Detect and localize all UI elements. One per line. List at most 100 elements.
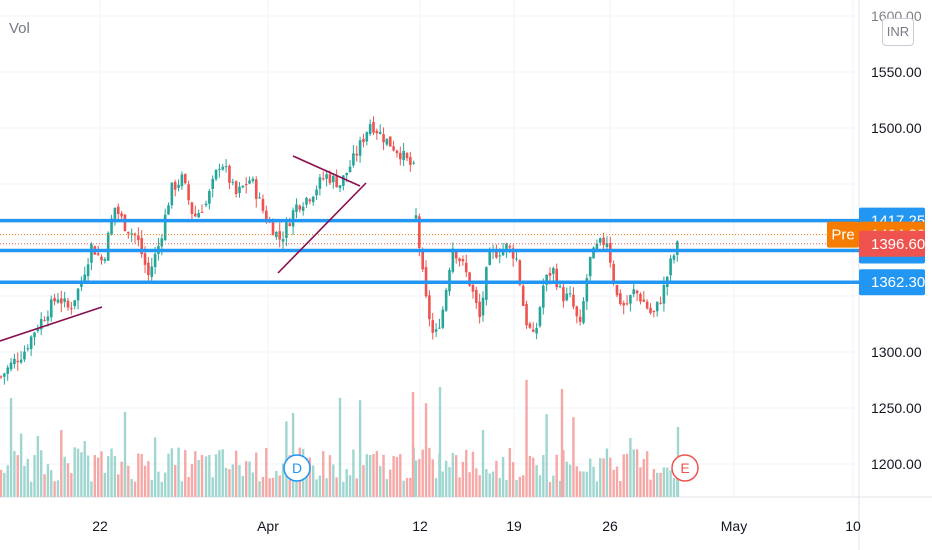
volume-bar (16, 455, 19, 497)
volume-bar (120, 461, 123, 497)
candle (562, 287, 565, 302)
volume-bar (595, 481, 599, 497)
candle (56, 299, 60, 303)
volume-bar (26, 458, 29, 497)
candle (315, 189, 318, 196)
candle (382, 134, 385, 143)
volume-bar (568, 464, 572, 497)
candle (83, 274, 87, 281)
candle (332, 176, 335, 183)
volume-bar (150, 479, 153, 497)
candle (498, 255, 502, 257)
trend-line (277, 182, 367, 274)
candle (16, 360, 20, 363)
candle (167, 205, 170, 215)
volume-bar (505, 479, 508, 497)
candle (352, 153, 355, 166)
volume-bar (245, 461, 248, 497)
candle (642, 299, 646, 302)
candle (578, 316, 582, 322)
volume-bar (666, 467, 669, 497)
candle (595, 243, 599, 250)
candle (39, 319, 43, 330)
volume-bar (478, 475, 481, 497)
candle (412, 162, 415, 164)
candle (3, 373, 6, 377)
candle (655, 301, 659, 312)
candle (545, 274, 548, 285)
candle (328, 174, 332, 184)
earnings-marker (671, 454, 699, 482)
candle (298, 205, 302, 210)
volume-bar (3, 472, 6, 497)
volume-bar (204, 456, 208, 497)
candle (409, 157, 412, 165)
candle (358, 140, 362, 156)
volume-bar (63, 456, 66, 497)
volume-bar (372, 454, 375, 497)
candle (602, 237, 605, 246)
candle (538, 307, 542, 327)
time-axis-label: May (721, 518, 747, 534)
candle (214, 169, 218, 180)
candle (438, 327, 441, 329)
volume-bar (444, 460, 448, 497)
volume-bar (622, 454, 625, 497)
volume-bar (6, 465, 9, 497)
volume-bar (160, 481, 163, 497)
volume-bar (458, 477, 461, 497)
volume-bar (395, 456, 399, 497)
candle (629, 295, 632, 304)
volume-bar (572, 417, 575, 497)
candle (150, 266, 154, 277)
candle (535, 328, 538, 334)
candle (143, 253, 147, 265)
volume-bar (402, 480, 405, 497)
volume-bar (389, 469, 392, 497)
candle (431, 320, 435, 333)
volume-bar (214, 454, 218, 497)
volume-bar (525, 379, 528, 497)
candle (163, 214, 167, 240)
candle (421, 250, 424, 270)
volume-bar (348, 475, 352, 497)
level-price-tag-bg (859, 269, 925, 296)
volume-bar (190, 464, 194, 497)
candle (518, 260, 522, 285)
trend-line (0, 306, 103, 342)
volume-bar (123, 412, 127, 497)
candle (170, 182, 174, 206)
volume-bar (441, 471, 444, 497)
volume-bar (208, 454, 211, 497)
candle (471, 284, 475, 292)
candle (428, 295, 431, 320)
volume-bar (498, 478, 501, 497)
candle (444, 289, 448, 311)
volume-bar (50, 470, 53, 497)
candle (552, 268, 555, 274)
candle (475, 289, 478, 303)
candle (639, 294, 642, 302)
candle (204, 203, 208, 206)
volume-bar (659, 472, 662, 497)
candle (96, 253, 100, 255)
volume-bar (143, 465, 147, 497)
candle (254, 179, 258, 199)
last-price-tag-text: 1396.60 (871, 236, 925, 253)
volume-bar (609, 457, 612, 497)
candle (265, 210, 268, 222)
volume-bar (170, 448, 174, 497)
candle (130, 233, 133, 235)
candle (468, 272, 471, 286)
candle (106, 232, 110, 261)
volume-bar (565, 461, 568, 497)
volume-bar (40, 450, 43, 497)
candle (521, 285, 525, 306)
candle (120, 213, 123, 217)
volume-bar (431, 459, 434, 497)
volume-bar (187, 476, 190, 497)
volume-bar (318, 475, 322, 497)
currency-badge[interactable]: INR (882, 18, 914, 46)
candle (43, 320, 46, 322)
